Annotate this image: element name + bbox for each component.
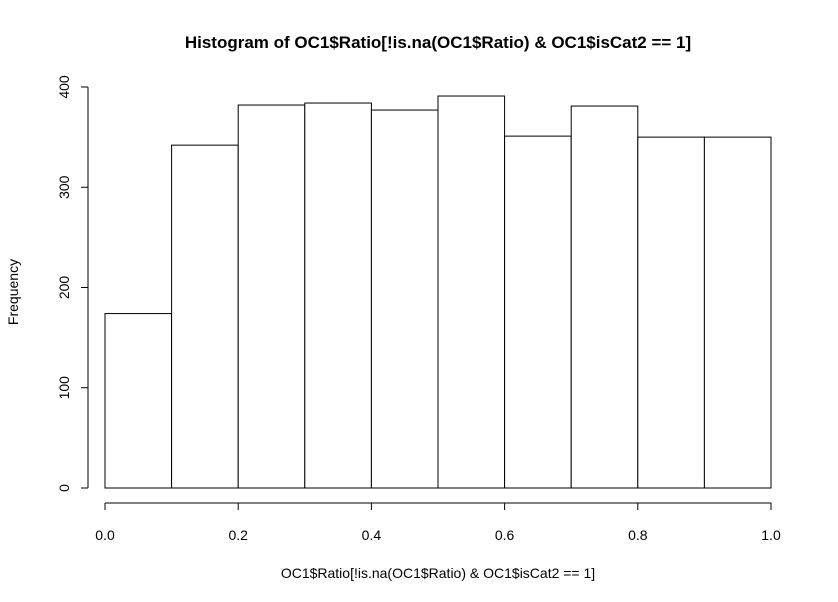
histogram-bar-9	[703, 136, 772, 489]
y-tick-label-3: 300	[56, 175, 72, 199]
x-tick-label-5: 1.0	[761, 527, 781, 543]
y-tick-label-0: 0	[56, 484, 72, 492]
histogram-bar-6	[504, 135, 572, 489]
histogram-bar-0	[104, 313, 173, 489]
histogram-bar-7	[570, 105, 639, 489]
x-tick-label-0: 0.0	[95, 527, 115, 543]
y-axis-label: Frequency	[5, 259, 21, 325]
chart-title: Histogram of OC1$Ratio[!is.na(OC1$Ratio)…	[185, 33, 691, 52]
histogram-bar-2	[237, 104, 306, 489]
y-tick-label-2: 200	[56, 276, 72, 300]
histogram-bar-5	[437, 95, 506, 489]
histogram-bar-4	[370, 109, 439, 489]
x-tick-label-2: 0.4	[362, 527, 382, 543]
x-tick-label-4: 0.8	[628, 527, 648, 543]
y-tick-label-1: 100	[56, 376, 72, 400]
histogram-bar-8	[637, 136, 705, 489]
x-axis-label: OC1$Ratio[!is.na(OC1$Ratio) & OC1$isCat2…	[281, 565, 595, 581]
bars-layer	[104, 95, 772, 489]
histogram-bar-3	[304, 102, 372, 489]
x-tick-label-3: 0.6	[495, 527, 515, 543]
y-axis: 0 100 200 300 400	[56, 75, 89, 492]
x-tick-label-1: 0.2	[228, 527, 248, 543]
histogram-bar-1	[171, 144, 239, 489]
y-tick-label-4: 400	[56, 75, 72, 99]
x-axis: 0.0 0.2 0.4 0.6 0.8 1.0	[95, 502, 781, 543]
